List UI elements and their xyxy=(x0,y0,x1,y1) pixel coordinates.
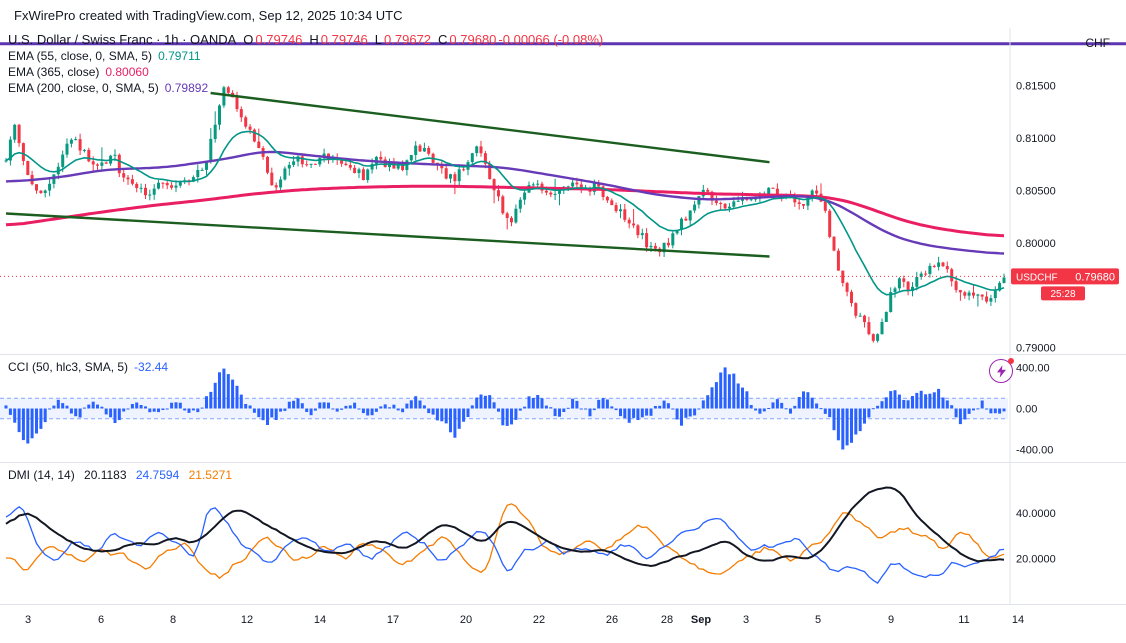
svg-text:0.81500: 0.81500 xyxy=(1016,81,1056,93)
close-value: 0.79680 xyxy=(449,32,497,47)
ema55-label: EMA (55, close, 0, SMA, 5) xyxy=(8,49,153,63)
cci-value: -32.44 xyxy=(134,360,169,374)
svg-text:0.79000: 0.79000 xyxy=(1016,343,1056,354)
svg-text:0.80500: 0.80500 xyxy=(1016,186,1056,198)
low-label: L xyxy=(374,32,383,47)
time-label: 11 xyxy=(958,614,970,626)
open-label: O xyxy=(243,32,254,47)
change-value: -0.00066 (-0.08%) xyxy=(498,32,604,47)
dmi-di-plus-value: 24.7594 xyxy=(135,468,180,482)
svg-text:400.00: 400.00 xyxy=(1016,362,1050,374)
dmi-chart-canvas[interactable]: 40.0000 20.0000 xyxy=(0,463,1126,604)
dmi-pane: 40.0000 20.0000 DMI (14, 14) 20.1183 24.7… xyxy=(0,462,1126,604)
cci-label: CCI (50, hlc3, SMA, 5) xyxy=(8,360,129,374)
currency-label[interactable]: CHF xyxy=(1085,36,1110,50)
time-label: 22 xyxy=(532,614,546,626)
time-label: 14 xyxy=(313,614,327,626)
header-bar: FxWirePro created with TradingView.com, … xyxy=(0,0,1126,28)
high-label: H xyxy=(309,32,319,47)
time-label: 9 xyxy=(887,614,895,626)
ema55-value: 0.79711 xyxy=(158,49,201,63)
dmi-label: DMI (14, 14) xyxy=(8,468,75,482)
channel-upper-line[interactable] xyxy=(210,91,770,164)
time-label: 6 xyxy=(97,614,105,626)
time-axis[interactable]: 3 6 8 12 14 17 20 22 26 28 Sep 3 5 9 11 14 xyxy=(0,604,1126,643)
time-label: 3 xyxy=(742,614,750,626)
time-label: 26 xyxy=(605,614,619,626)
ema200-label: EMA (200, close, 0, SMA, 5) xyxy=(8,81,159,95)
alert-dot xyxy=(1008,358,1014,364)
low-value: 0.79672 xyxy=(384,32,432,47)
svg-text:40.0000: 40.0000 xyxy=(1016,508,1056,520)
svg-text:0.79680: 0.79680 xyxy=(1075,271,1115,283)
svg-text:25:28: 25:28 xyxy=(1050,289,1075,300)
close-label: C xyxy=(438,32,448,47)
cci-pane: 400.00 0.00 -400.00 CCI (50, hlc3, SMA, 5)… xyxy=(0,354,1126,462)
ema-365-line[interactable] xyxy=(5,184,1005,238)
svg-text:USDCHF: USDCHF xyxy=(1016,272,1058,283)
svg-text:-400.00: -400.00 xyxy=(1016,445,1053,457)
time-label: 8 xyxy=(169,614,177,626)
ema365-label: EMA (365, close) xyxy=(8,65,100,79)
channel-lower-line[interactable] xyxy=(5,212,770,258)
open-value: 0.79746 xyxy=(255,32,303,47)
lightning-bolt-icon xyxy=(996,364,1006,378)
flash-icon[interactable] xyxy=(989,358,1014,383)
time-label: 12 xyxy=(240,614,254,626)
dmi-axis[interactable]: 40.0000 20.0000 xyxy=(1009,463,1056,604)
svg-text:20.0000: 20.0000 xyxy=(1016,554,1056,566)
cci-axis[interactable]: 400.00 0.00 -400.00 xyxy=(1009,355,1053,462)
svg-text:0.00: 0.00 xyxy=(1016,404,1037,416)
dmi-adx-value: 20.1183 xyxy=(84,468,127,482)
dmi-adx-line[interactable] xyxy=(5,486,1005,568)
dmi-legend[interactable]: DMI (14, 14) 20.1183 24.7594 21.5271 xyxy=(8,468,232,482)
svg-text:0.81000: 0.81000 xyxy=(1016,133,1056,145)
dmi-minus-di-line[interactable] xyxy=(5,503,1005,580)
time-label: 3 xyxy=(24,614,32,626)
price-chart-canvas[interactable]: 0.81500 0.81000 0.80500 0.80000 0.79000 USDCH… xyxy=(0,28,1126,354)
cci-chart-canvas[interactable]: 400.00 0.00 -400.00 xyxy=(0,355,1126,462)
ema365-value: 0.80060 xyxy=(105,65,149,79)
dmi-di-minus-value: 21.5271 xyxy=(188,468,232,482)
ema-55-line[interactable] xyxy=(5,130,1005,296)
legend-ema200[interactable]: EMA (200, close, 0, SMA, 5) 0.79892 xyxy=(8,80,603,96)
price-pane: 0.81500 0.81000 0.80500 0.80000 0.79000 USDCH… xyxy=(0,28,1126,383)
candles[interactable] xyxy=(4,85,1006,343)
ohlc-readout: O 0.79746 H 0.79746 L 0.79672 C 0.79680 -0.00066… xyxy=(236,32,603,47)
watermark-title: FxWirePro created with TradingView.com, … xyxy=(14,8,403,23)
time-label: 17 xyxy=(386,614,400,626)
time-label: 28 xyxy=(660,614,674,626)
last-price-badge: USDCHF 0.79680 xyxy=(1011,268,1119,285)
cci-legend[interactable]: CCI (50, hlc3, SMA, 5) -32.44 xyxy=(8,360,168,374)
main-legend: U.S. Dollar / Swiss Franc · 1h · OANDA O 0… xyxy=(8,32,603,96)
high-value: 0.79746 xyxy=(320,32,368,47)
legend-ema365[interactable]: EMA (365, close) 0.80060 xyxy=(8,64,603,80)
price-axis[interactable]: 0.81500 0.81000 0.80500 0.80000 0.79000 xyxy=(1009,28,1056,354)
countdown-badge: 25:28 xyxy=(1041,286,1085,301)
cci-histogram[interactable] xyxy=(4,367,1006,450)
ema-200-line[interactable] xyxy=(5,150,1005,255)
symbol-row[interactable]: U.S. Dollar / Swiss Franc · 1h · OANDA O 0… xyxy=(8,32,603,48)
time-label: 14 xyxy=(1011,614,1025,626)
legend-ema55[interactable]: EMA (55, close, 0, SMA, 5) 0.79711 xyxy=(8,48,603,64)
svg-text:0.80000: 0.80000 xyxy=(1016,238,1056,250)
time-label: Sep xyxy=(690,614,712,626)
time-label: 5 xyxy=(814,614,822,626)
ema200-value: 0.79892 xyxy=(164,81,209,95)
symbol-title[interactable]: U.S. Dollar / Swiss Franc · 1h · OANDA xyxy=(8,32,237,47)
dmi-plus-di-line[interactable] xyxy=(5,505,1005,584)
time-label: 20 xyxy=(459,614,473,626)
